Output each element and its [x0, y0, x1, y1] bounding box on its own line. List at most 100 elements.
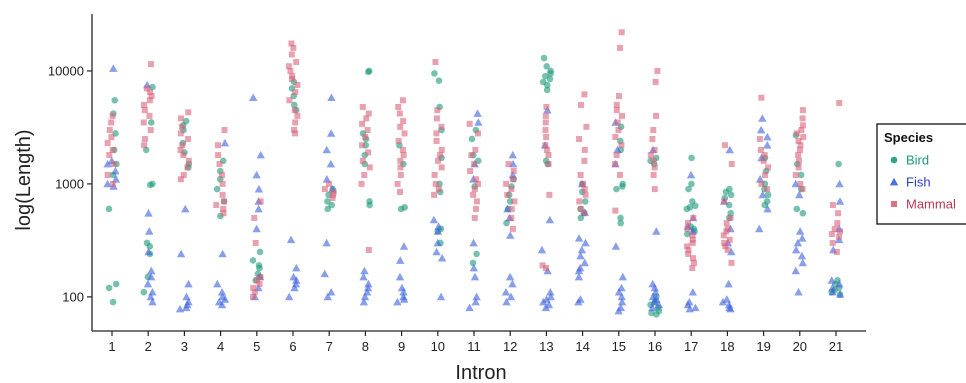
data-point	[397, 188, 404, 195]
data-point	[617, 292, 626, 301]
data-point	[326, 159, 336, 168]
data-point	[108, 134, 115, 141]
data-point	[581, 198, 589, 205]
data-point	[473, 176, 480, 183]
data-point	[472, 292, 481, 301]
legend-marker-fish	[889, 177, 899, 186]
x-ticks: 1 2 3 4 5 6 7 8 9 10 11 12 13 14 15 16 17 18 19 20 21	[108, 331, 843, 354]
data-point	[431, 171, 438, 178]
data-point	[435, 77, 443, 84]
data-point	[254, 184, 264, 193]
data-point	[148, 93, 155, 100]
data-point	[835, 179, 844, 188]
data-point	[396, 110, 403, 117]
data-point	[471, 161, 478, 168]
data-point	[433, 227, 443, 235]
data-point	[250, 284, 257, 291]
data-point	[147, 61, 154, 68]
data-point	[583, 123, 590, 130]
data-point	[105, 205, 113, 213]
data-point	[360, 292, 370, 301]
data-point	[797, 251, 807, 260]
data-point	[180, 171, 187, 178]
data-point	[835, 197, 845, 205]
x-tick-label: 18	[720, 339, 734, 354]
data-point	[394, 180, 401, 187]
data-point	[722, 243, 729, 250]
x-tick-label: 1	[108, 339, 115, 354]
data-point	[617, 44, 624, 51]
data-point	[140, 288, 148, 296]
y-tick-label: 100	[62, 289, 84, 304]
data-point	[545, 215, 555, 224]
data-point	[574, 297, 583, 306]
data-point	[321, 186, 328, 193]
data-point	[288, 40, 295, 47]
data-point	[254, 204, 263, 213]
data-point	[473, 198, 480, 205]
data-point	[143, 85, 150, 92]
data-point	[799, 209, 807, 217]
data-point	[546, 75, 554, 83]
data-point	[795, 137, 802, 144]
data-point	[690, 259, 697, 266]
data-point	[177, 115, 184, 122]
data-point	[727, 191, 735, 199]
data-point	[287, 67, 294, 74]
data-point	[793, 205, 801, 213]
data-point	[431, 191, 438, 198]
data-point	[580, 258, 589, 267]
data-point	[292, 276, 301, 284]
data-point	[361, 171, 368, 178]
data-point	[252, 170, 261, 179]
data-point	[433, 238, 442, 247]
data-point	[292, 263, 301, 272]
data-point	[147, 89, 154, 96]
data-point	[689, 236, 696, 243]
data-point	[359, 142, 366, 149]
data-point	[470, 272, 480, 281]
data-point	[320, 269, 329, 278]
data-point	[104, 140, 111, 147]
data-point	[683, 205, 691, 213]
data-point	[793, 130, 800, 137]
data-point	[363, 115, 370, 122]
data-point	[322, 238, 331, 247]
data-point	[650, 283, 659, 292]
x-tick-label: 7	[326, 339, 333, 354]
data-point	[792, 171, 799, 178]
data-point	[828, 231, 835, 238]
data-point	[576, 135, 583, 142]
data-point	[689, 265, 696, 272]
data-point	[756, 125, 766, 134]
data-point	[650, 127, 657, 134]
data-point	[508, 214, 515, 221]
data-point	[147, 266, 156, 275]
data-point	[248, 93, 258, 102]
x-tick-label: 13	[539, 339, 553, 354]
data-point	[543, 265, 550, 272]
data-point	[397, 157, 404, 164]
data-point	[798, 258, 807, 267]
data-point	[471, 297, 480, 306]
x-tick-label: 3	[181, 339, 188, 354]
data-point	[432, 59, 439, 66]
data-point	[179, 142, 186, 149]
data-point	[292, 130, 299, 137]
data-point	[764, 191, 772, 199]
data-point	[366, 201, 373, 209]
data-point	[111, 175, 121, 183]
data-point	[397, 283, 407, 292]
data-point	[177, 146, 184, 153]
data-point	[791, 245, 801, 254]
data-point	[324, 205, 332, 213]
data-point	[797, 142, 804, 149]
data-point	[724, 279, 733, 288]
data-point	[577, 101, 584, 108]
data-point	[433, 130, 440, 137]
data-point	[758, 114, 767, 122]
data-point	[833, 248, 840, 255]
data-point	[718, 297, 728, 306]
data-point	[438, 164, 445, 171]
data-point	[141, 107, 148, 114]
